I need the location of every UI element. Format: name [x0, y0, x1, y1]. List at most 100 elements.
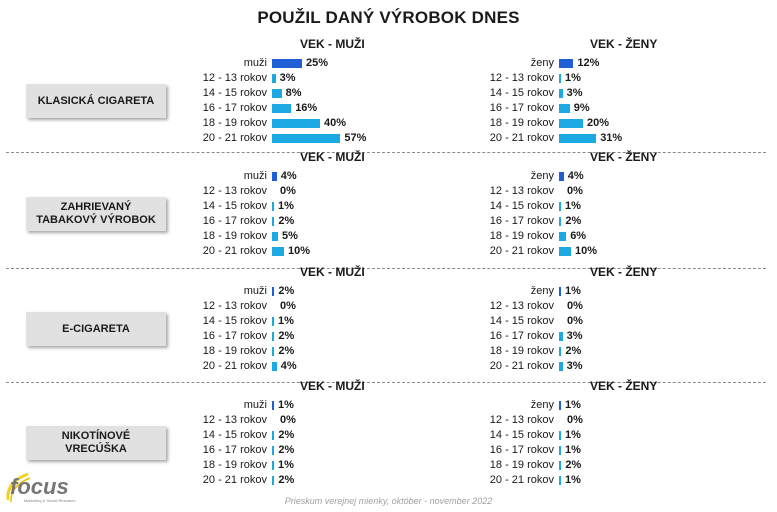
bar [272, 134, 341, 143]
data-label: 2% [278, 444, 295, 456]
bar [559, 332, 563, 341]
chart-title: POUŽIL DANÝ VÝROBOK DNES [257, 8, 520, 27]
row-label: 18 - 19 rokov [202, 459, 267, 471]
bar [559, 104, 570, 113]
bar [272, 287, 275, 296]
age-row: 12 - 13 rokov 0% [190, 184, 390, 199]
data-label: 3% [566, 330, 583, 342]
data-label: 0% [567, 414, 583, 426]
row-label: ženy [530, 170, 554, 182]
bar [272, 332, 275, 341]
bar [559, 59, 574, 68]
group-title-men: VEK - MUŽI [300, 150, 365, 164]
age-row: 12 - 13 rokov 0% [477, 184, 677, 199]
bar [559, 134, 597, 143]
group-title-men: VEK - MUŽI [300, 265, 365, 279]
group-title-men: VEK - MUŽI [300, 379, 365, 393]
data-label: 10% [288, 245, 311, 257]
row-label: 16 - 17 rokov [202, 215, 267, 227]
bar [272, 119, 320, 128]
age-row: 18 - 19 rokov 1% [190, 458, 390, 473]
bar [559, 202, 561, 211]
age-row: 20 - 21 rokov 31% [477, 131, 677, 146]
row-label: 12 - 13 rokov [202, 300, 267, 312]
data-label: 1% [278, 459, 294, 471]
bar [559, 347, 562, 356]
row-label: 20 - 21 rokov [202, 245, 267, 257]
bar [559, 247, 571, 256]
row-label: 16 - 17 rokov [489, 215, 554, 227]
bar [559, 119, 583, 128]
age-row: 14 - 15 rokov 3% [477, 86, 677, 101]
age-row: 16 - 17 rokov 16% [190, 101, 390, 116]
row-label: 12 - 13 rokov [489, 72, 554, 84]
footer-note: Prieskum verejnej mienky, október - nove… [284, 496, 493, 506]
data-label: 2% [278, 285, 295, 297]
row-label: 18 - 19 rokov [489, 230, 554, 242]
row-label: muži [243, 57, 267, 69]
bar [272, 89, 282, 98]
focus-logo: focus Marketing & Social Research [4, 468, 84, 508]
data-label: 0% [280, 185, 296, 197]
data-label: 2% [565, 459, 582, 471]
total-row: ženy 12% [477, 56, 677, 71]
age-row: 16 - 17 rokov 9% [477, 101, 677, 116]
age-row: 20 - 21 rokov 2% [190, 473, 390, 488]
bar [272, 232, 278, 241]
data-label: 2% [278, 345, 295, 357]
bar [559, 172, 564, 181]
data-label: 3% [566, 87, 583, 99]
bar [272, 202, 274, 211]
bar [272, 317, 274, 326]
bar [559, 74, 561, 83]
section-label: NIKOTÍNOVÉ VRECÚŠKA [26, 426, 166, 460]
age-row: 12 - 13 rokov 0% [190, 299, 390, 314]
bar [272, 217, 275, 226]
age-row: 14 - 15 rokov 1% [477, 428, 677, 443]
bar [272, 104, 292, 113]
bar [272, 172, 277, 181]
bar [272, 247, 284, 256]
row-label: 12 - 13 rokov [202, 72, 267, 84]
section-label: E-CIGARETA [26, 312, 166, 346]
row-label: 14 - 15 rokov [489, 87, 554, 99]
section-separator [6, 152, 766, 153]
group-title-women: VEK - ŽENY [590, 150, 658, 164]
section-separator [6, 268, 766, 269]
data-label: 1% [565, 72, 581, 84]
data-label: 0% [567, 300, 583, 312]
row-label: 12 - 13 rokov [489, 300, 554, 312]
row-label: 14 - 15 rokov [202, 315, 267, 327]
age-row: 20 - 21 rokov 1% [477, 473, 677, 488]
data-label: 2% [278, 330, 295, 342]
bar [272, 431, 275, 440]
age-row: 20 - 21 rokov 10% [477, 244, 677, 259]
row-label: ženy [530, 285, 554, 297]
data-label: 0% [280, 414, 296, 426]
age-row: 20 - 21 rokov 57% [190, 131, 390, 146]
data-label: 2% [565, 345, 582, 357]
age-row: 20 - 21 rokov 10% [190, 244, 390, 259]
age-row: 18 - 19 rokov 2% [190, 344, 390, 359]
age-row: 12 - 13 rokov 0% [477, 413, 677, 428]
data-label: 3% [279, 72, 296, 84]
age-row: 20 - 21 rokov 4% [190, 359, 390, 374]
age-row: 18 - 19 rokov 6% [477, 229, 677, 244]
bar [559, 217, 562, 226]
bar [559, 476, 561, 485]
bar [559, 461, 562, 470]
row-label: 14 - 15 rokov [202, 87, 267, 99]
row-label: 16 - 17 rokov [202, 330, 267, 342]
row-label: 16 - 17 rokov [202, 102, 267, 114]
age-row: 18 - 19 rokov 2% [477, 458, 677, 473]
data-label: 1% [278, 200, 294, 212]
age-row: 12 - 13 rokov 0% [477, 299, 677, 314]
total-row: muži 25% [190, 56, 390, 71]
data-label: 25% [306, 57, 329, 69]
row-label: 12 - 13 rokov [202, 185, 267, 197]
bar [272, 59, 302, 68]
data-label: 20% [587, 117, 610, 129]
group-title-women: VEK - ŽENY [590, 265, 658, 279]
row-label: 20 - 21 rokov [489, 360, 554, 372]
bar [559, 287, 561, 296]
